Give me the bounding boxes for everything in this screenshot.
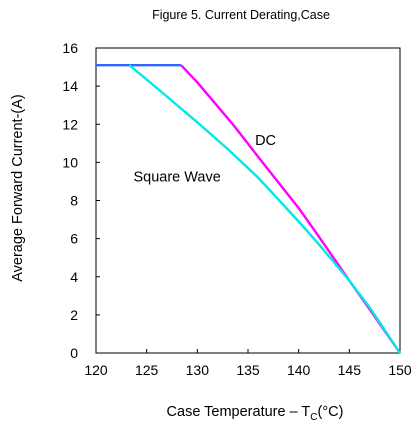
annotation-square-wave: Square Wave	[133, 169, 220, 185]
annotation-dc: DC	[255, 133, 276, 149]
y-tick-label: 0	[70, 345, 78, 361]
y-tick-label: 12	[62, 116, 78, 132]
y-tick-label: 4	[70, 269, 78, 285]
x-tick-label: 125	[135, 362, 159, 378]
x-axis-label: Case Temperature – TC(°C)	[167, 404, 344, 423]
x-tick-label: 130	[186, 362, 210, 378]
x-tick-label: 150	[388, 362, 412, 378]
y-tick-label: 8	[70, 193, 78, 209]
x-tick-label: 120	[84, 362, 108, 378]
x-ticks: 120 125 130 135 140 145 150	[84, 349, 412, 378]
y-tick-label: 2	[70, 307, 78, 323]
x-tick-label: 135	[236, 362, 260, 378]
annotations: DC Square Wave	[133, 133, 276, 185]
x-tick-label: 145	[338, 362, 362, 378]
series-lines	[96, 63, 401, 354]
svg-text:Average Forward Current-(A): Average Forward Current-(A)	[10, 94, 26, 282]
y-axis-label: Average Forward Current-(A)	[10, 94, 26, 282]
plot-area	[95, 47, 401, 354]
y-tick-label: 14	[62, 78, 78, 94]
series-line-square-wave	[128, 64, 401, 354]
series-line-dc	[180, 64, 401, 354]
plot-frame	[95, 47, 401, 354]
y-ticks: 0 2 4 6 8 10 12 14 16	[62, 40, 100, 361]
chart-title: Figure 5. Current Derating,Case	[152, 8, 330, 22]
y-tick-label: 6	[70, 231, 78, 247]
y-tick-label: 10	[62, 154, 78, 170]
y-tick-label: 16	[62, 40, 78, 56]
x-tick-label: 140	[287, 362, 311, 378]
